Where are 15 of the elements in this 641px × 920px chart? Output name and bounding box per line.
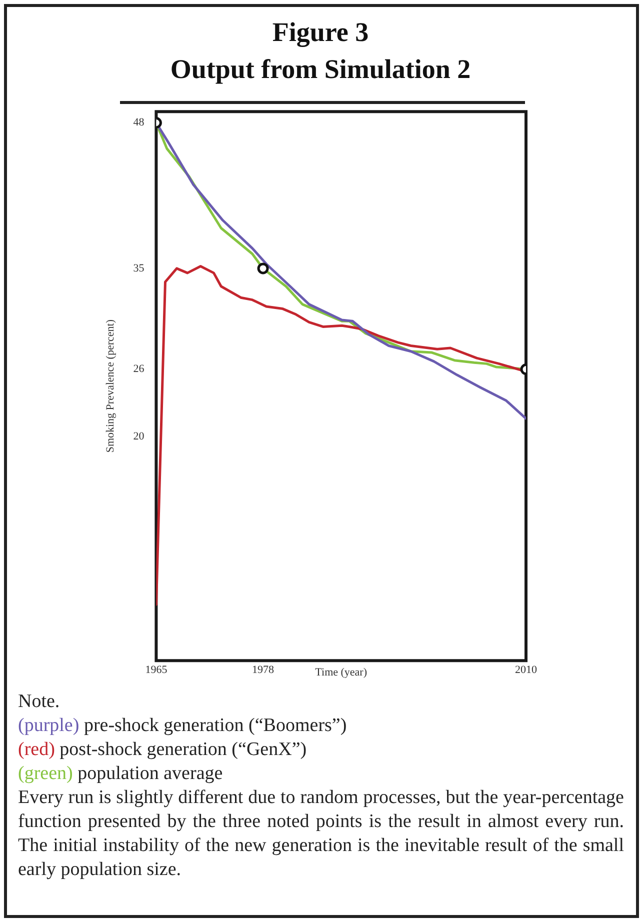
y-tick-label: 26 bbox=[133, 363, 145, 376]
text: (red) post-shock generation (“GenX”) bbox=[18, 739, 307, 760]
y-axis-title: Smoking Prevalence (percent) bbox=[104, 319, 116, 453]
text: Every run is slightly different due to random processes, but the year-percentage function presented by the three noted points is the result in almost every run. The initial instability of the new generation is the inevitable result of the small early population size. bbox=[18, 786, 624, 882]
y-tick-label: 48 bbox=[133, 116, 145, 129]
text: (purple) pre-shock generation (“Boomers”) bbox=[18, 715, 347, 736]
x-axis-title: Time (year) bbox=[315, 666, 368, 678]
y-tick-label: 35 bbox=[133, 262, 145, 274]
x-tick-label: 2010 bbox=[515, 664, 538, 676]
y-tick-label: 20 bbox=[133, 430, 145, 442]
text: Note. bbox=[18, 690, 61, 714]
x-tick-label: 1978 bbox=[252, 664, 275, 676]
x-tick-label: 1965 bbox=[145, 664, 168, 676]
text: (green) population average bbox=[18, 763, 223, 784]
chart-title: Figure 3 Output from Simulation 2 bbox=[169, 16, 472, 86]
